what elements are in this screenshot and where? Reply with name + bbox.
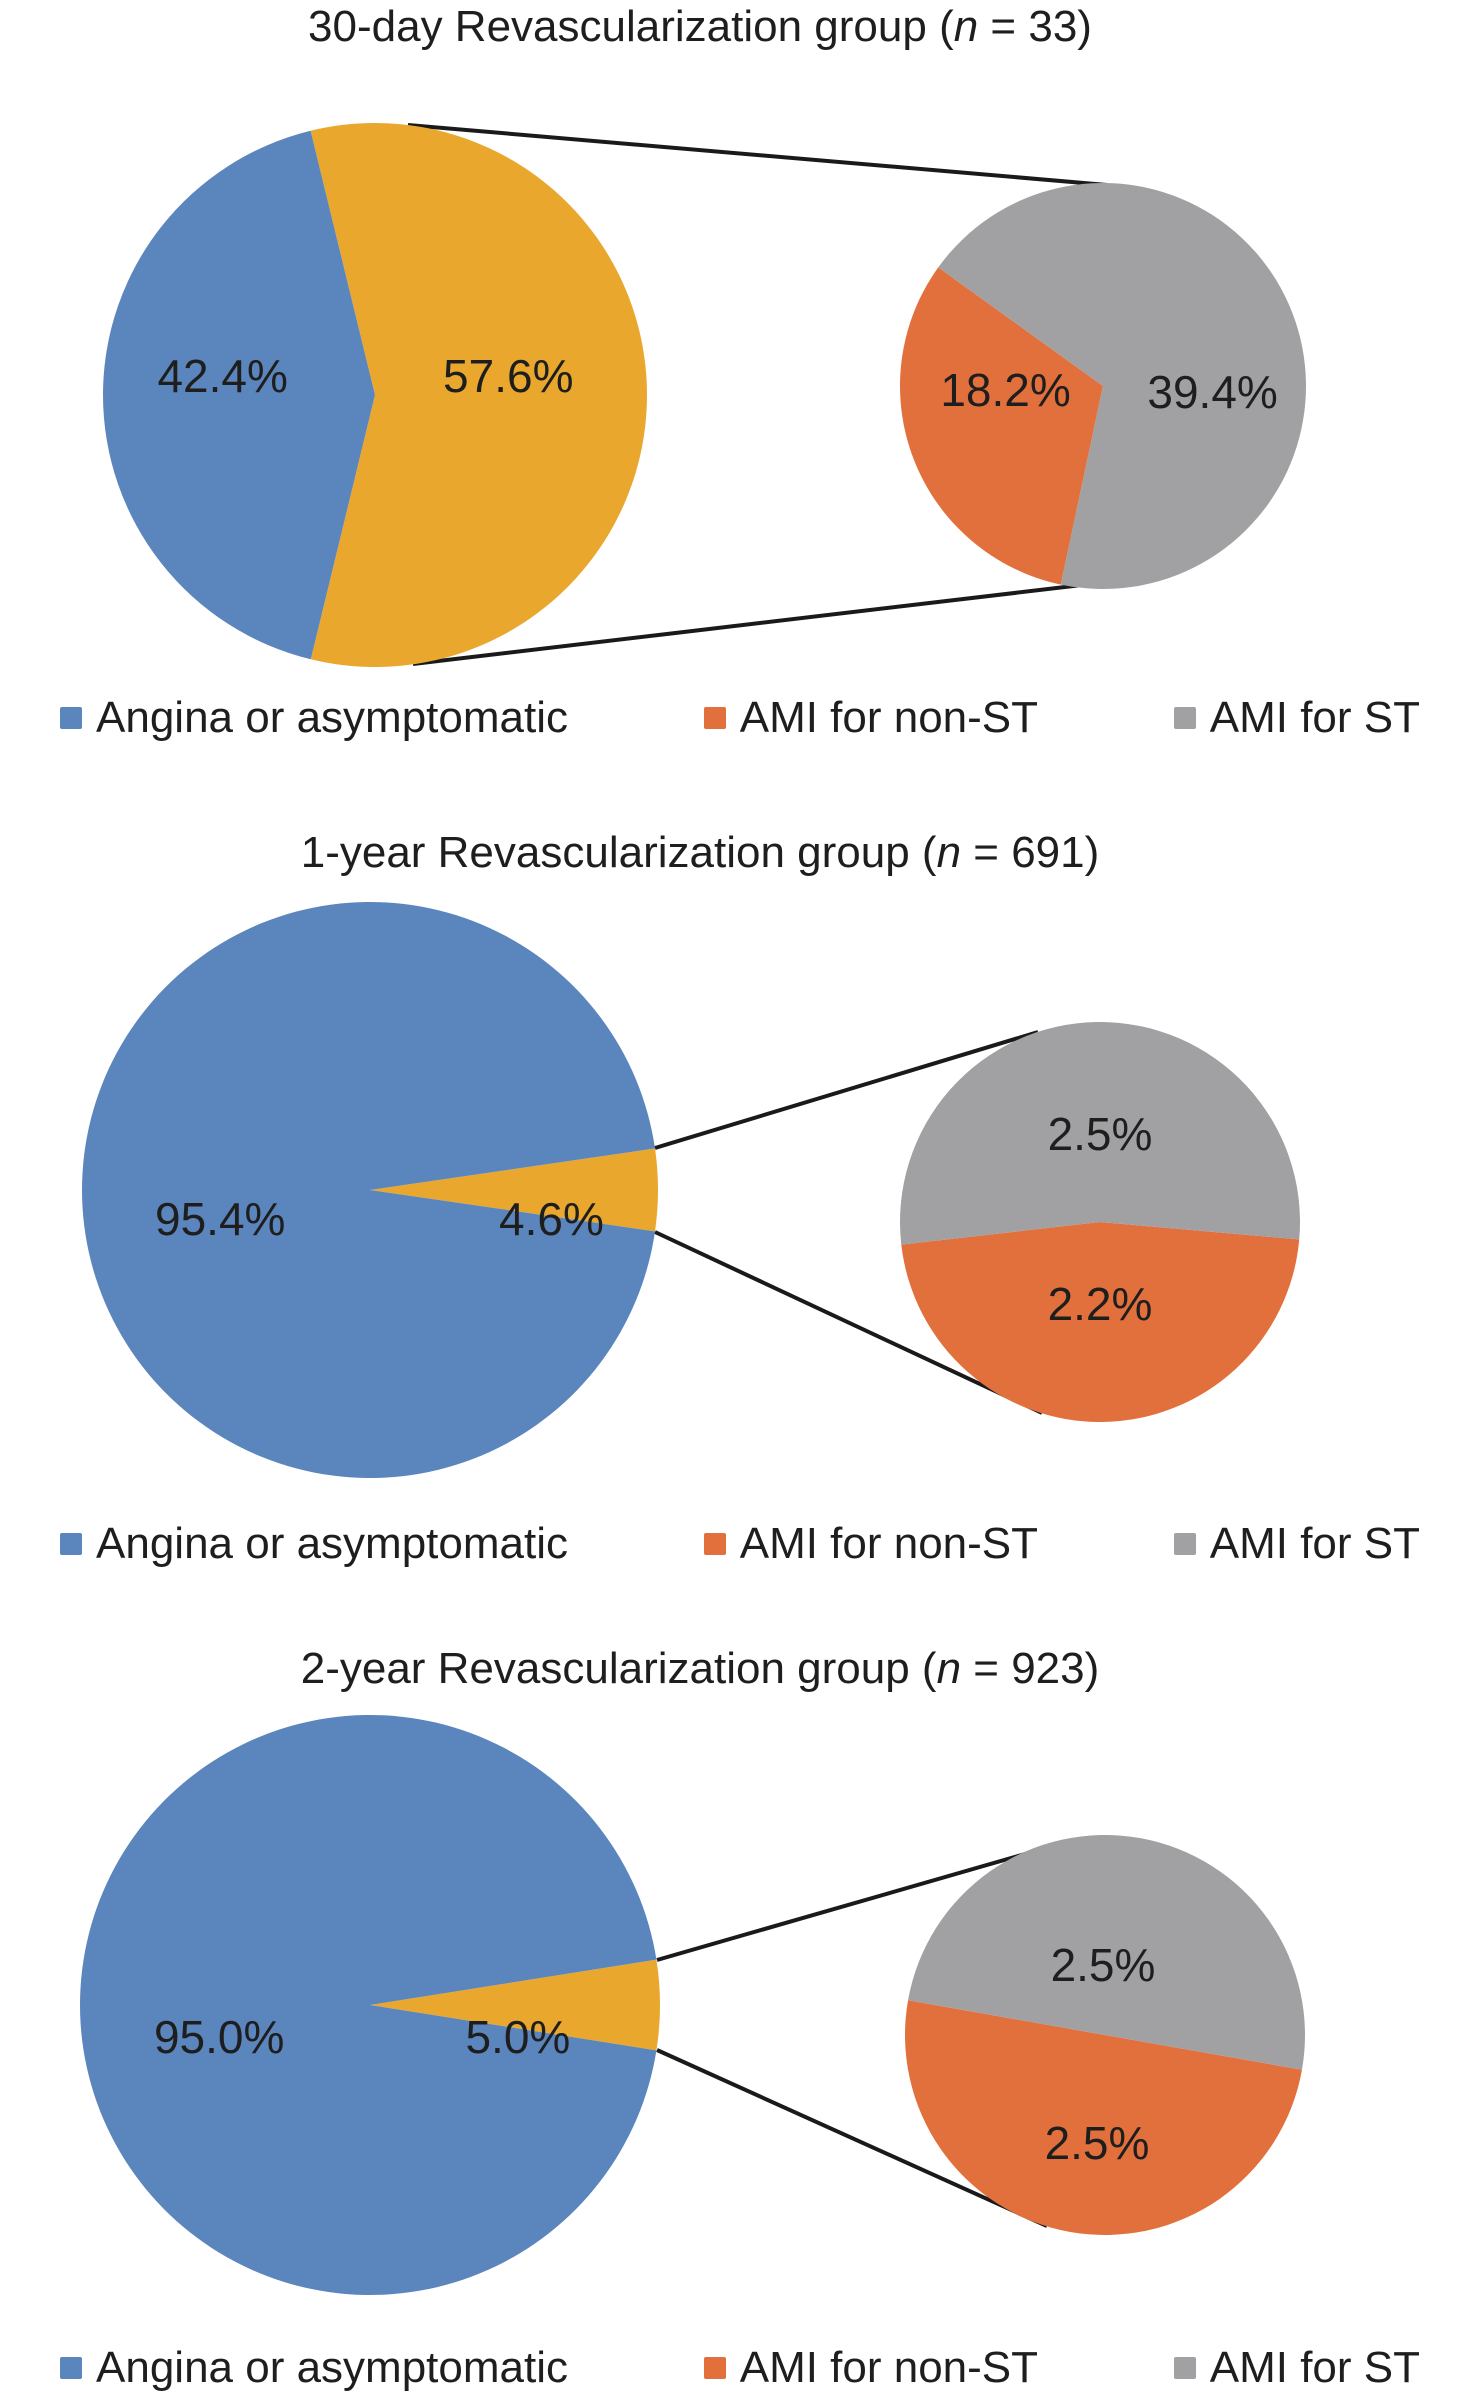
legend-swatch-orange-icon: [703, 2357, 726, 2379]
legend-item-angina: Angina or asymptomatic: [60, 692, 568, 744]
chart-2-secondary-pie-slice-gray: [899, 1021, 1300, 1245]
chart-title-2-year: 2-year Revascularization group (n = 923): [0, 1644, 1400, 1694]
chart-3-secondary-pie-data-label: 2.5%: [1045, 2117, 1150, 2169]
legend-label: AMI for non-ST: [739, 693, 1039, 742]
legend-label: Angina or asymptomatic: [96, 1519, 568, 1568]
title-n-italic: n: [936, 828, 962, 877]
legend-1-year: Angina or asymptomatic AMI for non-ST AM…: [60, 1518, 1420, 1570]
chart-3-main-pie-data-label: 95.0%: [154, 2011, 284, 2063]
legend-label: AMI for ST: [1209, 693, 1420, 742]
chart-2-connector-line: [654, 1230, 1043, 1415]
legend-item-ami-non-st: AMI for non-ST: [703, 692, 1039, 744]
legend-label: AMI for non-ST: [739, 1519, 1039, 1568]
legend-item-ami-st: AMI for ST: [1173, 2342, 1420, 2392]
legend-label: AMI for ST: [1209, 2343, 1420, 2392]
legend-swatch-orange-icon: [703, 1533, 726, 1555]
chart-3-secondary-pie-slice-orange: [905, 2000, 1302, 2235]
title-text: 30-day Revascularization group (: [308, 2, 954, 51]
chart-3-secondary-pie-data-label: 2.5%: [1051, 1939, 1156, 1991]
chart-2-secondary-pie-data-label: 2.2%: [1048, 1278, 1153, 1330]
legend-swatch-orange-icon: [703, 707, 726, 729]
chart-1-secondary-pie-data-label: 18.2%: [940, 364, 1070, 416]
legend-item-ami-non-st: AMI for non-ST: [703, 2342, 1039, 2392]
chart-title-1-year: 1-year Revascularization group (n = 691): [0, 828, 1400, 878]
chart-3-main-pie-slice-blue: [80, 1715, 657, 2295]
legend-label: AMI for ST: [1209, 1519, 1420, 1568]
chart-1-main-pie-data-label: 42.4%: [157, 350, 287, 402]
legend-label: AMI for non-ST: [739, 2343, 1039, 2392]
chart-1-main-pie-slice-yellow: [310, 123, 647, 668]
legend-label: Angina or asymptomatic: [96, 2343, 568, 2392]
chart-2-main-pie-slice-yellow: [370, 1148, 658, 1232]
chart-2-main-pie-data-label: 95.4%: [155, 1193, 285, 1245]
chart-1-secondary-pie-slice-orange: [900, 267, 1103, 585]
title-text: 1-year Revascularization group (: [300, 828, 937, 877]
chart-3-secondary-pie-slice-gray: [908, 1834, 1305, 2070]
legend-swatch-gray-icon: [1173, 707, 1196, 729]
chart-2-secondary-pie-slice-orange: [901, 1222, 1300, 1422]
chart-3-connector-line: [656, 1848, 1040, 1962]
legend-item-ami-st: AMI for ST: [1173, 692, 1420, 744]
chart-1-secondary-pie-slice-gray: [938, 183, 1306, 590]
legend-item-ami-non-st: AMI for non-ST: [703, 1518, 1039, 1570]
chart-2-main-pie-data-label: 4.6%: [499, 1193, 604, 1245]
legend-2-year: Angina or asymptomatic AMI for non-ST AM…: [60, 2342, 1420, 2392]
chart-2-main-pie-slice-blue: [81, 902, 656, 1479]
legend-swatch-gray-icon: [1173, 1533, 1196, 1555]
title-text: = 691): [961, 828, 1100, 877]
legend-label: Angina or asymptomatic: [96, 693, 568, 742]
chart-2-secondary-pie-data-label: 2.5%: [1048, 1108, 1153, 1160]
legend-item-ami-st: AMI for ST: [1173, 1518, 1420, 1570]
chart-2-connector-line: [654, 1030, 1039, 1150]
chart-3-main-pie-data-label: 5.0%: [465, 2011, 570, 2063]
chart-1-main-pie-slice-blue: [102, 130, 375, 660]
title-n-italic: n: [936, 1644, 962, 1693]
legend-item-angina: Angina or asymptomatic: [60, 2342, 568, 2392]
title-text: = 923): [961, 1644, 1100, 1693]
legend-swatch-gray-icon: [1173, 2357, 1196, 2379]
chart-3-connector-line: [656, 2048, 1048, 2228]
chart-1-main-pie-data-label: 57.6%: [443, 350, 573, 402]
legend-swatch-blue-icon: [60, 707, 82, 729]
chart-1-connector-line: [407, 123, 1108, 187]
title-text: 2-year Revascularization group (: [300, 1644, 937, 1693]
chart-title-30-day: 30-day Revascularization group (n = 33): [0, 2, 1400, 52]
title-n-italic: n: [953, 2, 979, 51]
chart-3-main-pie-slice-yellow: [370, 1959, 660, 2051]
legend-swatch-blue-icon: [60, 2357, 82, 2379]
chart-1-connector-line: [412, 583, 1083, 666]
legend-swatch-blue-icon: [60, 1533, 82, 1555]
legend-30-day: Angina or asymptomatic AMI for non-ST AM…: [60, 692, 1420, 744]
chart-1-secondary-pie-data-label: 39.4%: [1147, 366, 1277, 418]
title-text: = 33): [978, 2, 1092, 51]
legend-item-angina: Angina or asymptomatic: [60, 1518, 568, 1570]
